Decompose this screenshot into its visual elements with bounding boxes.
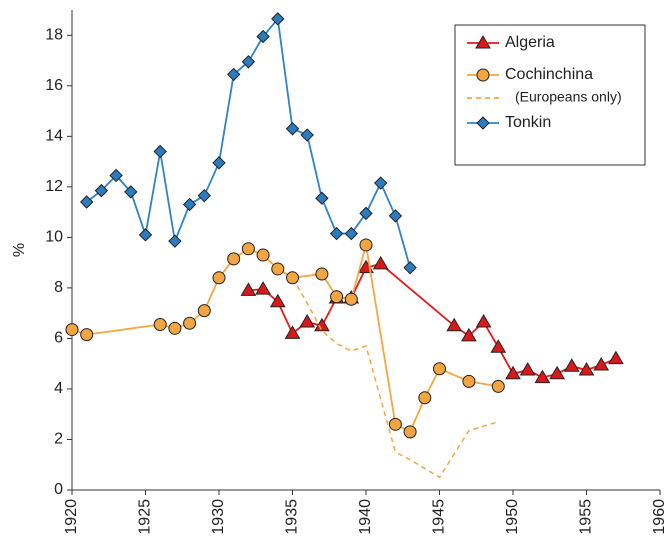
point (490, 339, 507, 353)
point (256, 248, 270, 262)
y-tick-label: 14 (45, 128, 63, 145)
point (183, 316, 197, 330)
y-tick-label: 16 (45, 77, 63, 94)
point (271, 262, 285, 276)
point (491, 379, 505, 393)
point (94, 183, 109, 198)
point (226, 67, 241, 82)
point (359, 238, 373, 252)
point (182, 197, 197, 212)
legend-box (454, 24, 646, 166)
legend-marker (476, 68, 490, 82)
x-tick-label: 1955 (578, 499, 595, 535)
point (534, 369, 551, 384)
legend-label: (Europeans only) (515, 89, 622, 105)
point (168, 234, 182, 248)
point (344, 292, 358, 306)
legend-marker (476, 116, 490, 130)
point (227, 252, 241, 266)
y-tick-label: 2 (54, 431, 63, 448)
point (285, 122, 300, 136)
point (433, 362, 446, 376)
point (505, 365, 521, 380)
y-tick-label: 0 (54, 481, 63, 498)
point (284, 325, 301, 339)
point (519, 362, 536, 376)
point (300, 128, 314, 142)
point (563, 358, 580, 372)
y-tick-label: 8 (54, 279, 63, 296)
point (197, 304, 211, 318)
y-tick-label: 12 (45, 178, 63, 195)
point (403, 260, 417, 275)
point (153, 144, 167, 159)
x-tick-label: 1950 (504, 499, 521, 535)
point (462, 374, 476, 388)
point (80, 328, 94, 342)
point (388, 417, 402, 431)
point (197, 188, 212, 203)
point (578, 362, 595, 376)
point (446, 317, 463, 332)
point (388, 209, 403, 223)
point (168, 321, 182, 335)
point (359, 206, 373, 221)
point (271, 12, 285, 26)
point (269, 293, 286, 308)
point (315, 191, 329, 205)
point (315, 267, 329, 281)
point (344, 226, 359, 241)
point (241, 242, 255, 256)
point (256, 29, 270, 44)
point (314, 317, 330, 332)
x-tick-label: 1935 (284, 499, 301, 535)
point (138, 228, 153, 242)
legend-label: Algeria (505, 34, 555, 51)
x-tick-label: 1930 (210, 499, 227, 535)
point (212, 271, 226, 285)
y-tick-label: 10 (45, 229, 63, 246)
x-tick-label: 1945 (431, 499, 448, 535)
point (65, 323, 79, 337)
point (461, 327, 477, 342)
x-tick-label: 1920 (63, 499, 80, 535)
legend-label: Tonkin (505, 114, 551, 131)
point (255, 281, 271, 295)
point (109, 168, 123, 183)
point (299, 314, 316, 328)
point (330, 290, 344, 304)
point (403, 425, 417, 439)
point (593, 356, 610, 371)
point (372, 255, 389, 270)
series-line (291, 277, 499, 479)
point (79, 195, 94, 209)
point (549, 365, 565, 380)
point (418, 391, 432, 405)
legend-label: Cochinchina (505, 66, 593, 83)
series-line (71, 244, 499, 434)
x-tick-label: 1925 (137, 499, 154, 535)
point (329, 226, 344, 241)
point (475, 314, 492, 328)
point (373, 176, 388, 190)
x-tick-label: 1960 (651, 499, 668, 535)
y-tick-label: 4 (54, 380, 63, 397)
point (212, 156, 226, 170)
y-tick-label: 18 (45, 26, 63, 43)
point (241, 55, 256, 69)
legend-marker (475, 35, 491, 49)
point (124, 185, 138, 199)
y-axis-label: % (11, 243, 28, 257)
point (608, 350, 624, 365)
y-tick-label: 6 (54, 330, 63, 347)
x-tick-label: 1940 (357, 499, 374, 535)
point (153, 318, 167, 332)
point (240, 282, 257, 296)
